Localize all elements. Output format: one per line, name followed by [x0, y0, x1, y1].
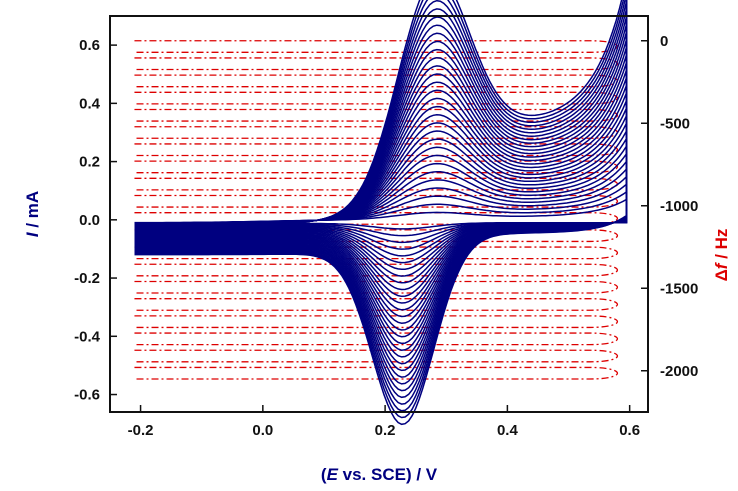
current-trace [134, 0, 628, 426]
x-tick-label: 0.0 [252, 422, 273, 439]
right-y-axis-title-symbol: f [712, 261, 731, 269]
right-y-axis-title: Δf / Hz [712, 229, 731, 282]
frequency-trace [134, 91, 619, 105]
plot-frame [109, 15, 649, 413]
frequency-trace [134, 280, 619, 294]
frequency-trace [134, 40, 619, 53]
left-y-tick-label: -0.4 [74, 328, 101, 345]
x-axis-title-rest: vs. SCE) / V [338, 465, 438, 484]
x-axis-title-open: ( [321, 465, 327, 484]
left-y-tick-label: 0.6 [79, 37, 100, 54]
frequency-trace [134, 246, 619, 260]
current-trace [134, 54, 628, 358]
right-y-tick-label: -1500 [660, 280, 698, 297]
x-tick-label: 0.6 [619, 422, 640, 439]
right-y-axis-ticks: 0 -500 -1000 -1500 -2000 [641, 33, 698, 380]
current-series-layer [134, 0, 628, 426]
left-y-axis-title-symbol: I [23, 231, 42, 237]
current-trace [134, 0, 628, 412]
left-y-tick-label: 0.4 [79, 95, 101, 112]
frequency-trace [134, 108, 619, 122]
left-y-axis-title: I / mA [23, 191, 42, 237]
frequency-trace [134, 74, 619, 88]
frequency-trace [134, 349, 619, 363]
frequency-trace [134, 160, 619, 174]
right-y-tick-label: -500 [660, 115, 690, 132]
x-tick-label: 0.4 [497, 422, 519, 439]
frequency-trace [134, 366, 619, 380]
left-y-axis-ticks: 0.6 0.4 0.2 0.0 -0.2 -0.4 -0.6 [74, 37, 117, 404]
frequency-trace [134, 332, 619, 346]
right-y-axis-title-unit: / Hz [712, 229, 731, 264]
left-y-axis-title-unit: / mA [23, 191, 42, 233]
frequency-trace [134, 57, 619, 71]
left-y-tick-label: -0.6 [74, 387, 100, 404]
left-y-tick-label: 0.2 [79, 154, 100, 171]
x-tick-label: 0.2 [375, 422, 396, 439]
right-y-axis-title-delta: Δ [712, 269, 731, 281]
right-y-tick-label: -1000 [660, 198, 698, 215]
frequency-trace [134, 126, 619, 139]
right-y-tick-label: -2000 [660, 363, 698, 380]
frequency-trace [134, 229, 619, 243]
x-axis-title: (E vs. SCE) / V [321, 465, 438, 484]
x-axis-ticks: -0.2 0.0 0.2 0.4 0.6 [128, 405, 640, 439]
current-trace [134, 0, 628, 405]
frequency-trace [134, 263, 619, 277]
frequency-trace [134, 315, 619, 329]
left-y-tick-label: 0.0 [79, 212, 100, 229]
right-y-tick-label: 0 [660, 33, 668, 50]
x-axis-title-symbol: E [327, 465, 339, 484]
left-y-tick-label: -0.2 [74, 270, 100, 287]
frequency-trace [134, 298, 619, 311]
x-tick-label: -0.2 [128, 422, 154, 439]
